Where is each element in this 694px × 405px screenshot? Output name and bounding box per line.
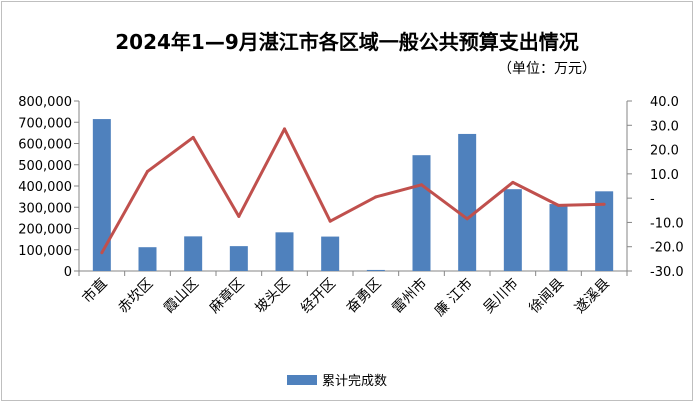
category-label: 雷州市 xyxy=(389,275,431,317)
bar xyxy=(549,204,568,271)
bar xyxy=(366,269,385,271)
line-point xyxy=(374,195,378,199)
bar xyxy=(184,236,203,271)
right-axis-tick-label: - xyxy=(650,192,655,207)
left-axis-tick-label: 300,000 xyxy=(18,201,72,216)
category-label: 赤坎区 xyxy=(115,276,156,317)
line-point xyxy=(146,169,149,173)
line-point xyxy=(420,183,423,187)
category-label: 遂溪县 xyxy=(572,276,613,317)
right-axis-tick-label: -20.0 xyxy=(650,241,684,256)
line-point xyxy=(557,203,560,207)
line-point xyxy=(465,217,469,221)
legend-label-bar: 累计完成数 xyxy=(322,374,387,389)
category-label: 坡头区 xyxy=(252,276,293,317)
line-point xyxy=(511,180,515,184)
right-axis-tick-label: 10.0 xyxy=(650,168,679,183)
bar xyxy=(138,247,157,271)
legend-swatch-bar xyxy=(287,375,317,385)
chart-unit-label: （单位：万元） xyxy=(498,61,596,77)
right-axis-tick-label: 40.0 xyxy=(650,95,679,110)
left-axis-tick-label: 200,000 xyxy=(18,223,72,238)
growth-rate-line xyxy=(100,127,605,254)
line-point xyxy=(191,135,195,139)
bar xyxy=(458,133,477,271)
budget-expenditure-chart: 2024年1—9月湛江市各区域一般公共预算支出情况 （单位：万元） 0 100,0… xyxy=(18,30,683,389)
line-point xyxy=(602,202,606,206)
chart-title: 2024年1—9月湛江市各区域一般公共预算支出情况 xyxy=(115,30,579,54)
category-label: 廉 江市 xyxy=(431,275,476,320)
right-axis-tick-label: 20.0 xyxy=(650,144,679,159)
category-label: 奋勇区 xyxy=(344,276,385,317)
line-point xyxy=(283,127,286,131)
left-axis-tick-label: 700,000 xyxy=(18,116,72,131)
bar xyxy=(321,236,340,271)
bar xyxy=(275,232,294,271)
right-axis-tick-label: -30.0 xyxy=(650,265,684,280)
right-axis-tick-label: -10.0 xyxy=(650,216,684,231)
right-axis-tick-label: 30.0 xyxy=(650,119,679,134)
category-label: 经开区 xyxy=(298,276,339,317)
category-label: 市直 xyxy=(79,275,111,307)
line-point xyxy=(328,219,332,223)
bar xyxy=(412,155,431,271)
left-axis-tick-label: 400,000 xyxy=(18,180,72,195)
category-label: 麻章区 xyxy=(206,275,248,317)
left-axis-tick-label: 500,000 xyxy=(18,159,72,174)
bar xyxy=(92,119,111,271)
plot-area: 0 100,000 200,000 300,000 400,000 500,000 600,… xyxy=(18,95,683,320)
left-axis-tick-label: 100,000 xyxy=(18,244,72,259)
bar xyxy=(229,246,248,271)
bar xyxy=(503,189,522,271)
bar xyxy=(595,191,614,271)
category-label: 吴川市 xyxy=(480,275,522,317)
left-axis-tick-label: 800,000 xyxy=(18,95,72,110)
left-axis-tick-label: 0 xyxy=(64,265,72,280)
category-label: 徐闻县 xyxy=(526,276,567,317)
legend: 累计完成数 xyxy=(287,374,387,389)
line-point xyxy=(237,214,241,218)
category-label: 霞山区 xyxy=(161,276,202,317)
left-axis-tick-label: 600,000 xyxy=(18,138,72,153)
line-point xyxy=(100,251,104,255)
